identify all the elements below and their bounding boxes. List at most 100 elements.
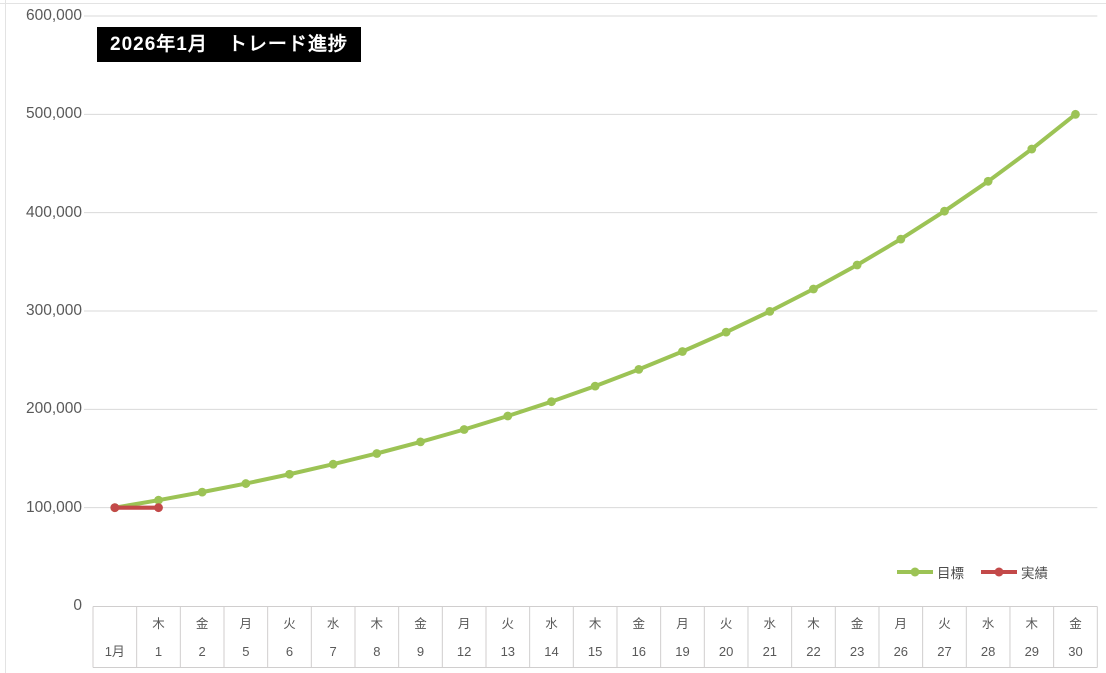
x-axis-weekday-label: 木 <box>152 617 165 631</box>
x-axis-day-label: 29 <box>1024 644 1040 659</box>
x-axis-day-label: 23 <box>849 644 865 659</box>
actual-data-point-marker[interactable] <box>154 503 163 513</box>
legend-item-target[interactable]: 目標 <box>896 562 964 582</box>
x-axis-category: 木 15 <box>573 607 617 667</box>
legend-label-target: 目標 <box>937 566 964 581</box>
x-axis-weekday-label: 月 <box>457 617 471 631</box>
x-axis-day-label: 15 <box>587 644 603 659</box>
x-axis-weekday-label: 火 <box>501 617 515 631</box>
target-data-point-marker[interactable] <box>416 437 425 447</box>
target-data-point-marker[interactable] <box>503 411 513 421</box>
x-axis-weekday-label: 金 <box>850 617 864 631</box>
target-data-point-marker[interactable] <box>459 425 469 434</box>
x-axis-weekday-label: 火 <box>938 617 951 631</box>
x-axis-weekday-label: 水 <box>763 617 777 631</box>
y-axis-tick-label: 400,000 <box>25 203 82 221</box>
x-axis-day-label: 6 <box>285 644 294 659</box>
x-axis-day-label: 1 <box>154 644 163 659</box>
legend-label-actual: 実績 <box>1021 566 1048 581</box>
x-axis-weekday-label: 木 <box>370 617 384 631</box>
x-axis-day-label: 21 <box>762 644 778 659</box>
chart-title: 2026年1月 トレード進捗 <box>97 27 361 62</box>
x-axis-category: 火 27 <box>923 607 967 667</box>
target-data-point-marker[interactable] <box>896 234 906 244</box>
target-data-point-marker[interactable] <box>765 306 775 316</box>
target-data-point-marker[interactable] <box>809 284 818 294</box>
x-axis-category: 月 26 <box>879 607 923 667</box>
y-axis-tick-label: 100,000 <box>25 498 82 516</box>
x-axis-weekday-label: 月 <box>894 617 908 631</box>
x-axis-weekday-label: 月 <box>239 617 253 631</box>
x-axis-day-label: 8 <box>373 644 381 659</box>
target-data-point-marker[interactable] <box>983 176 993 186</box>
x-axis-category: 水 14 <box>530 607 574 667</box>
target-data-point-marker[interactable] <box>678 347 687 356</box>
target-data-point-marker[interactable] <box>197 487 207 497</box>
y-axis-tick-label: 0 <box>73 597 82 614</box>
x-axis-day-label: 22 <box>806 644 821 659</box>
x-axis-category: 木 22 <box>792 607 836 667</box>
x-axis-weekday-label: 金 <box>195 617 209 631</box>
x-axis-category: 火 20 <box>704 607 748 667</box>
target-data-point-marker[interactable] <box>372 449 382 458</box>
target-data-point-marker[interactable] <box>1071 109 1080 119</box>
x-axis-weekday-label: 水 <box>545 617 558 631</box>
x-axis-day-label: 12 <box>456 644 472 659</box>
x-axis-day-label: 1月 <box>104 644 125 659</box>
x-axis-day-label: 20 <box>718 644 734 659</box>
x-axis-category: 金 30 <box>1054 607 1098 667</box>
x-axis-day-label: 5 <box>242 644 250 659</box>
x-axis-day-label: 2 <box>198 644 206 659</box>
x-axis-category: 1月 <box>93 607 137 667</box>
x-axis-category: 金 16 <box>617 607 661 667</box>
target-data-point-marker[interactable] <box>590 381 600 391</box>
x-axis-weekday-label: 金 <box>632 617 646 631</box>
x-axis-day-label: 7 <box>329 644 337 659</box>
x-axis-day-label: 27 <box>937 644 952 659</box>
target-data-point-marker[interactable] <box>721 327 731 337</box>
target-data-point-marker[interactable] <box>285 469 294 479</box>
target-data-point-marker[interactable] <box>852 260 862 270</box>
x-axis-weekday-label: 水 <box>326 617 340 631</box>
actual-data-point-marker[interactable] <box>110 503 120 513</box>
x-axis-day-label: 19 <box>675 644 690 659</box>
x-axis-day-label: 28 <box>980 644 996 659</box>
x-axis-weekday-label: 月 <box>676 617 689 631</box>
x-axis-category: 金 23 <box>835 607 879 667</box>
target-data-point-marker[interactable] <box>940 206 949 216</box>
target-data-point-marker[interactable] <box>547 397 556 407</box>
target-data-point-marker[interactable] <box>1027 144 1037 154</box>
x-axis-category: 月 12 <box>442 607 486 667</box>
x-axis-category: 水 21 <box>748 607 792 667</box>
x-axis-weekday-label: 木 <box>807 617 820 631</box>
x-axis-day-label: 26 <box>893 644 909 659</box>
target-data-point-marker[interactable] <box>634 365 644 374</box>
x-axis-day-label: 30 <box>1068 644 1083 659</box>
x-axis-category: 火 13 <box>486 607 530 667</box>
x-axis-category: 水 28 <box>966 607 1010 667</box>
target-data-point-marker[interactable] <box>328 459 338 469</box>
x-axis-weekday-label: 金 <box>414 617 427 631</box>
actual-series-swatch-icon <box>981 567 1017 577</box>
target-data-point-marker[interactable] <box>241 479 251 488</box>
x-axis-day-label: 9 <box>416 644 425 659</box>
x-axis-weekday-label: 木 <box>1025 617 1039 631</box>
legend: 目標 実績 <box>896 562 1048 582</box>
x-axis-day-label: 16 <box>631 644 647 659</box>
x-axis-day-label: 13 <box>500 644 516 659</box>
y-axis-tick-label: 200,000 <box>25 400 82 418</box>
y-axis-tick-label: 500,000 <box>25 105 82 123</box>
y-axis-tick-label: 600,000 <box>25 7 82 24</box>
target-data-point-marker[interactable] <box>154 495 163 505</box>
target-series-swatch-icon <box>897 567 933 577</box>
legend-item-actual[interactable]: 実績 <box>980 562 1048 582</box>
